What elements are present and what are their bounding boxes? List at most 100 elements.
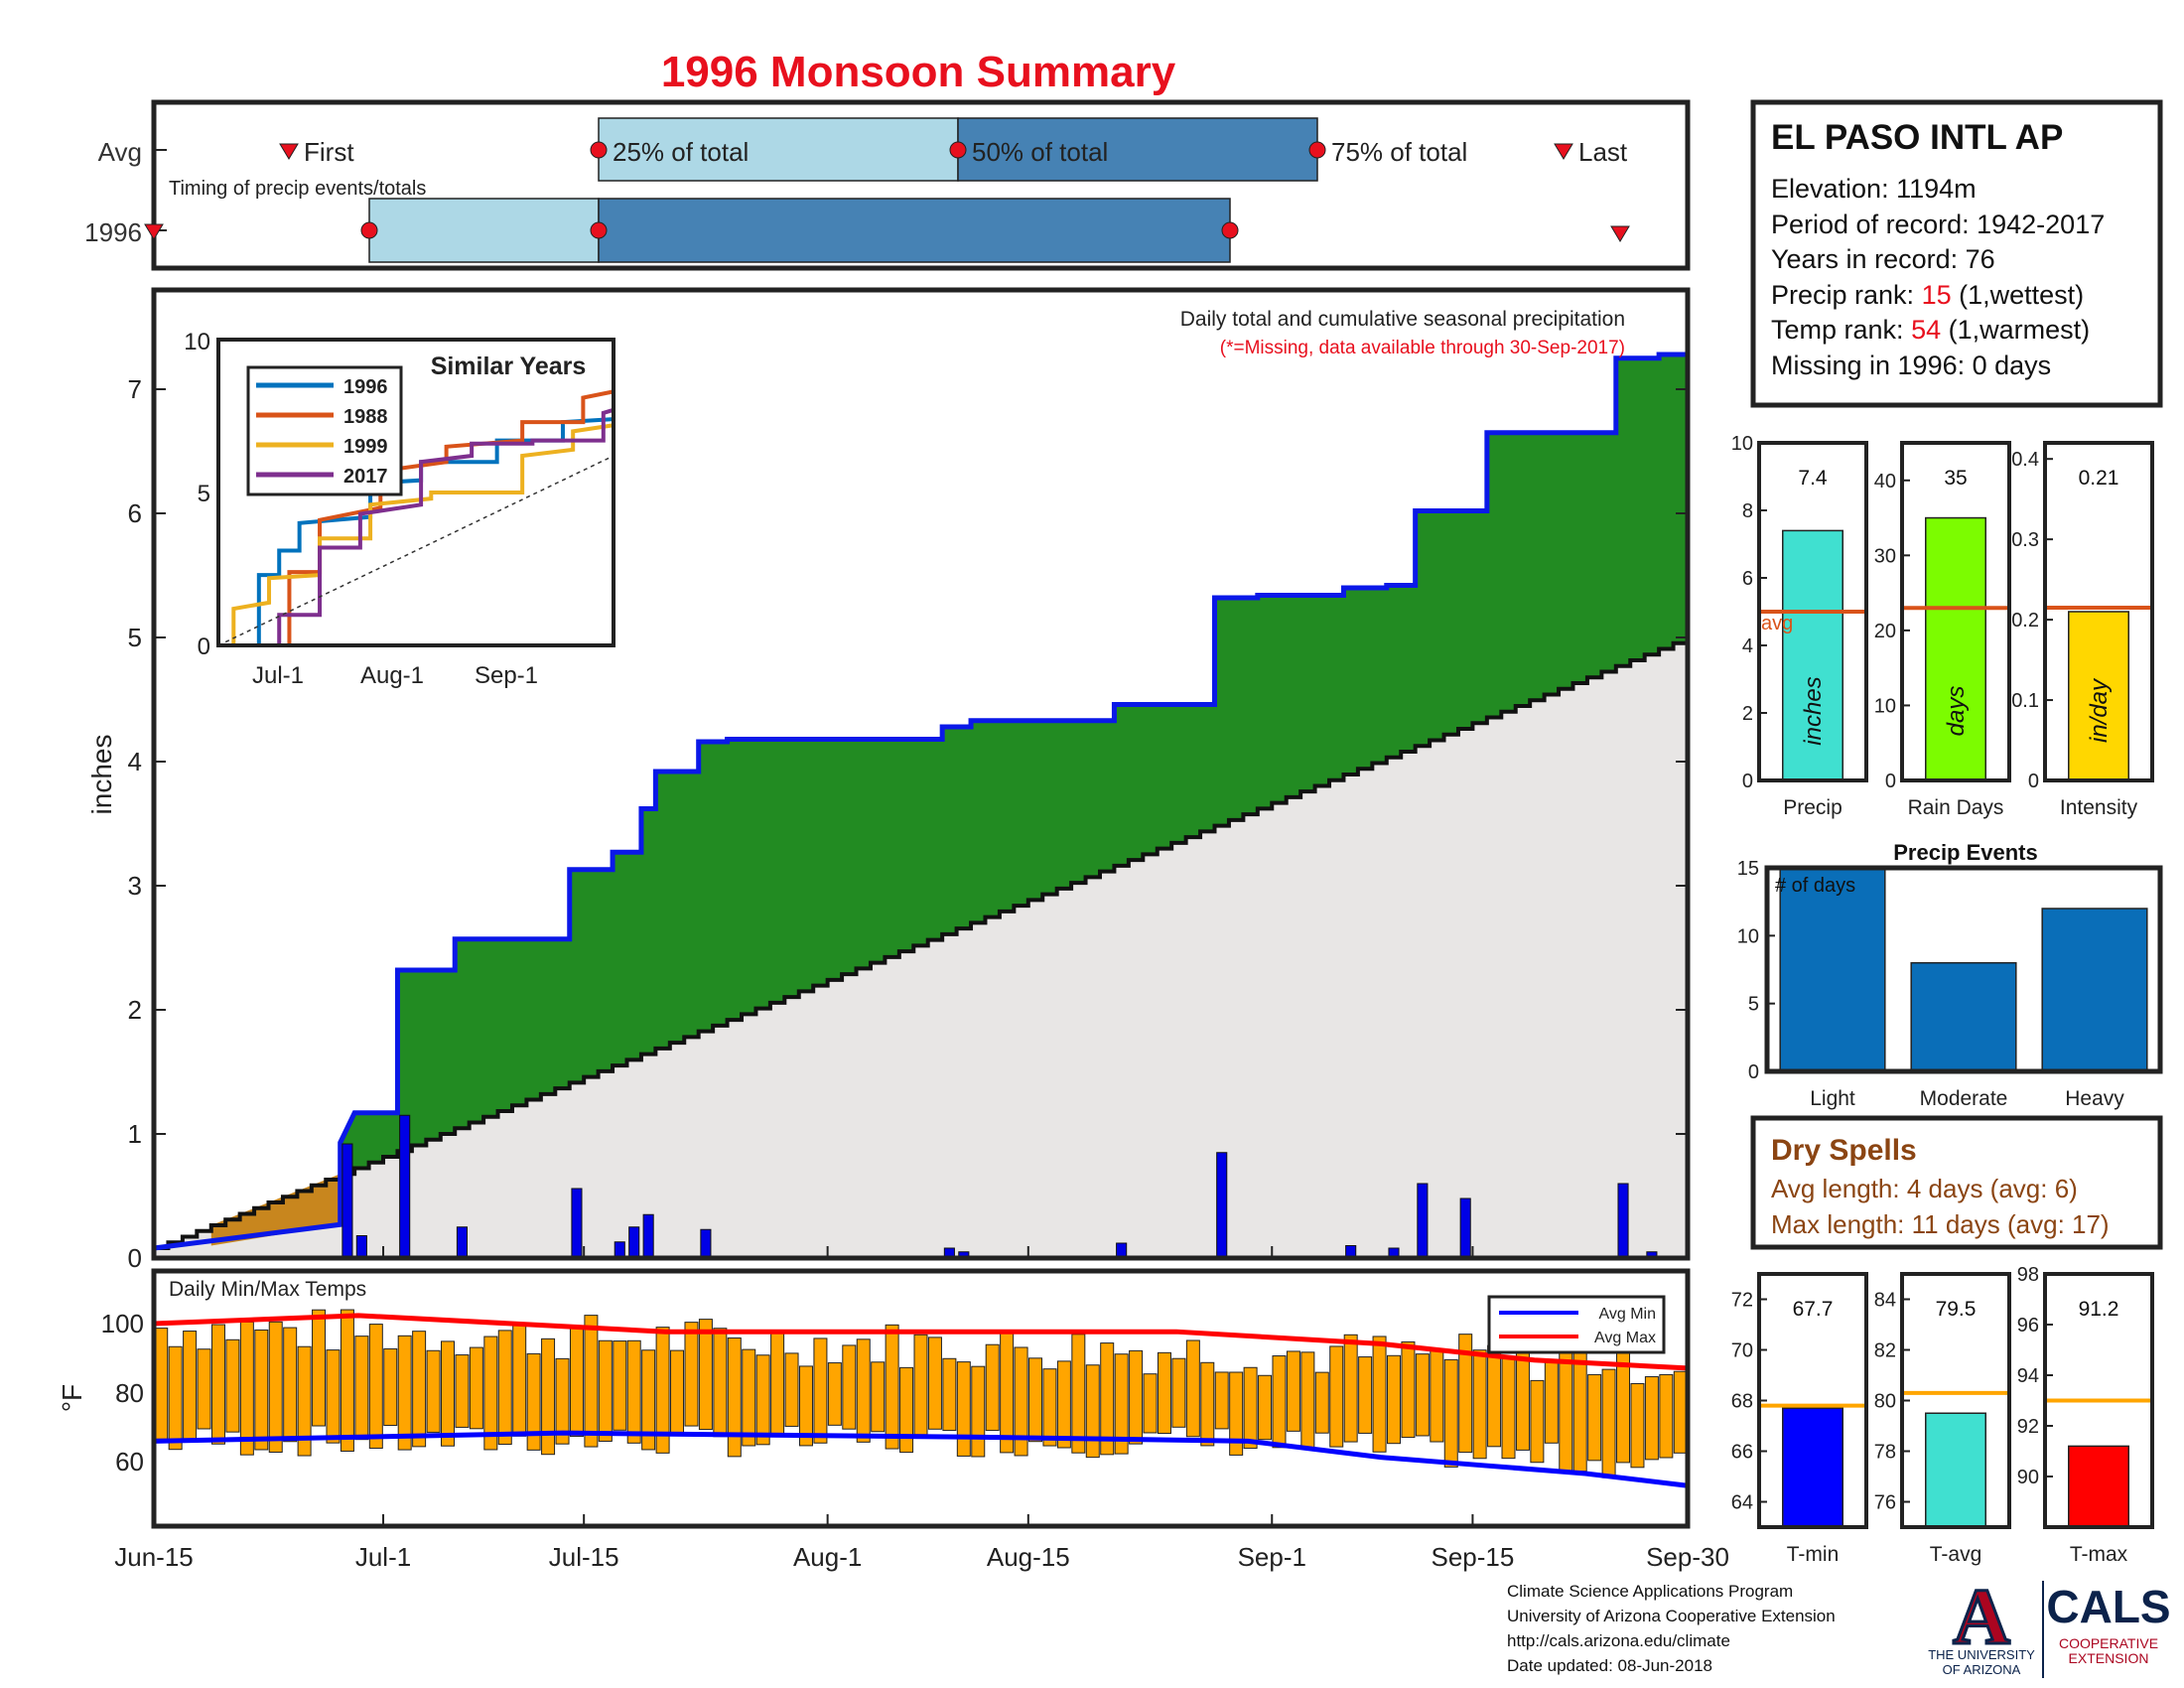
monsoon-summary-figure: 1996 Monsoon Summary Avg 1996 Timing of … xyxy=(0,0,2184,1688)
daily-temp-range-bar xyxy=(1172,1358,1185,1427)
avg-last-label: Last xyxy=(1578,137,1628,167)
daily-temp-range-bar xyxy=(1545,1360,1558,1443)
stat-value-bar xyxy=(1926,518,1985,780)
daily-temp-range-bar xyxy=(1130,1350,1143,1444)
precip-rank: Precip rank: 15 (1,wettest) xyxy=(1771,280,2084,310)
event-bar-heavy xyxy=(2042,909,2147,1071)
daily-temp-range-bar xyxy=(1273,1356,1286,1448)
daily-temp-range-bar xyxy=(327,1350,340,1444)
event-tick-label: 5 xyxy=(1748,994,1759,1016)
cals-text-1: COOPERATIVE xyxy=(2059,1635,2158,1651)
daily-temp-range-bar xyxy=(1602,1369,1615,1477)
daily-temp-range-bar xyxy=(685,1323,698,1426)
station-info-panel: EL PASO INTL AP Elevation: 1194m Period … xyxy=(1753,102,2160,405)
daily-temp-range-bar xyxy=(743,1349,755,1446)
inset-xtick-jul: Jul-1 xyxy=(252,662,304,689)
dry-avg: Avg length: 4 days (avg: 6) xyxy=(1771,1174,2078,1203)
y1996-p50-marker xyxy=(591,222,607,238)
stat-category-label: T-max xyxy=(2070,1543,2128,1566)
daily-temp-range-bar xyxy=(1301,1352,1314,1448)
stat-tick-label: 66 xyxy=(1731,1442,1753,1464)
main-note: Daily total and cumulative seasonal prec… xyxy=(1180,308,1625,331)
chart-title: 1996 Monsoon Summary xyxy=(661,48,1176,96)
stat-category-label: T-avg xyxy=(1930,1543,1982,1566)
footer-line-2: University of Arizona Cooperative Extens… xyxy=(1507,1607,1836,1625)
daily-temp-range-bar xyxy=(1473,1350,1486,1459)
daily-precip-bar xyxy=(629,1227,639,1258)
daily-temp-range-bar xyxy=(284,1328,297,1442)
temp-chart: Daily Min/Max Temps 100 80 60 °F Avg Min… xyxy=(57,1271,1688,1526)
stat-tick-label: 78 xyxy=(1874,1442,1896,1464)
events-note: # of days xyxy=(1775,875,1855,897)
main-precip-chart: 01234567 inches Daily total and cumulati… xyxy=(86,290,1688,1273)
daily-temp-range-bar xyxy=(255,1330,268,1450)
stat-tick-label: 76 xyxy=(1874,1492,1896,1514)
stat-tick-label: 0 xyxy=(1742,771,1753,792)
x-tick-label: Jun-15 xyxy=(114,1542,194,1572)
main-ytick-label: 0 xyxy=(128,1243,142,1273)
daily-temp-range-bar xyxy=(928,1337,941,1429)
stat-avg-label: avg xyxy=(1761,613,1793,634)
footer-line-3: http://cals.arizona.edu/climate xyxy=(1507,1631,1730,1650)
daily-temp-range-bar xyxy=(498,1331,511,1445)
inset-ytick-5: 5 xyxy=(198,481,210,507)
stat-tick-label: 90 xyxy=(2017,1467,2039,1488)
legend-avg-max: Avg Max xyxy=(1594,1330,1656,1346)
daily-temp-range-bar xyxy=(355,1336,368,1440)
stat-tick-label: 0.3 xyxy=(2011,529,2039,551)
timing-row-1996: 1996 xyxy=(84,217,142,247)
daily-temp-range-bar xyxy=(843,1345,856,1429)
temp-y-label: °F xyxy=(57,1384,87,1412)
stat-tick-label: 72 xyxy=(1731,1290,1753,1312)
legend-avg-min: Avg Min xyxy=(1598,1306,1656,1323)
daily-temp-range-bar xyxy=(699,1320,712,1430)
daily-temp-range-bar xyxy=(198,1349,210,1429)
daily-temp-range-bar xyxy=(456,1355,469,1428)
daily-temp-range-bar xyxy=(1444,1359,1457,1467)
inset-xtick-aug: Aug-1 xyxy=(360,662,424,689)
daily-temp-range-bar xyxy=(1631,1383,1644,1467)
stat-tick-label: 4 xyxy=(1742,635,1753,657)
avg-p50-marker xyxy=(950,142,966,158)
event-category-label: Light xyxy=(1810,1087,1855,1110)
stat-tick-label: 8 xyxy=(1742,500,1753,522)
x-tick-label: Jul-1 xyxy=(355,1542,411,1572)
stat-tick-label: 94 xyxy=(2017,1365,2039,1387)
daily-temp-range-bar xyxy=(1573,1351,1586,1472)
ua-text-2: OF ARIZONA xyxy=(1943,1662,2021,1677)
daily-precip-bar xyxy=(356,1236,366,1259)
x-tick-label: Aug-1 xyxy=(793,1542,862,1572)
y1996-p75-marker xyxy=(1222,222,1238,238)
similar-years-inset: 10 5 0 Jul-1 Aug-1 Sep-1 Similar Years 1… xyxy=(184,329,614,689)
event-tick-label: 15 xyxy=(1737,858,1759,880)
daily-temp-range-bar xyxy=(1488,1345,1501,1447)
daily-temp-range-bar xyxy=(1287,1351,1299,1431)
daily-temp-range-bar xyxy=(943,1358,956,1430)
stat-tick-label: 96 xyxy=(2017,1315,2039,1336)
event-tick-label: 10 xyxy=(1737,925,1759,947)
avg-p25-marker xyxy=(591,142,607,158)
daily-temp-range-bar xyxy=(1502,1358,1515,1459)
avg-first-label: First xyxy=(304,137,354,167)
x-tick-label: Aug-15 xyxy=(987,1542,1070,1572)
y1996-25-75-bar xyxy=(599,199,1230,262)
main-ytick-label: 2 xyxy=(128,995,142,1025)
daily-temp-range-bar xyxy=(756,1355,769,1445)
avg-p75-label: 75% of total xyxy=(1331,137,1467,167)
daily-temp-range-bar xyxy=(1387,1355,1400,1443)
stat-tick-label: 0.2 xyxy=(2011,610,2039,632)
dry-title: Dry Spells xyxy=(1771,1134,1917,1167)
daily-temp-range-bar xyxy=(369,1325,382,1449)
daily-temp-range-bar xyxy=(570,1329,583,1437)
daily-temp-range-bar xyxy=(1359,1357,1372,1434)
footer-line-4: Date updated: 08-Jun-2018 xyxy=(1507,1656,1712,1675)
legend-1996: 1996 xyxy=(343,376,388,398)
daily-temp-range-bar xyxy=(1244,1367,1257,1448)
x-tick-label: Sep-1 xyxy=(1238,1542,1306,1572)
stat-tick-label: 98 xyxy=(2017,1264,2039,1286)
daily-temp-range-bar xyxy=(1416,1354,1429,1436)
event-category-label: Heavy xyxy=(2065,1087,2124,1110)
daily-precip-bar xyxy=(457,1227,467,1258)
inset-ytick-10: 10 xyxy=(184,329,210,355)
daily-precip-bar xyxy=(572,1189,582,1258)
